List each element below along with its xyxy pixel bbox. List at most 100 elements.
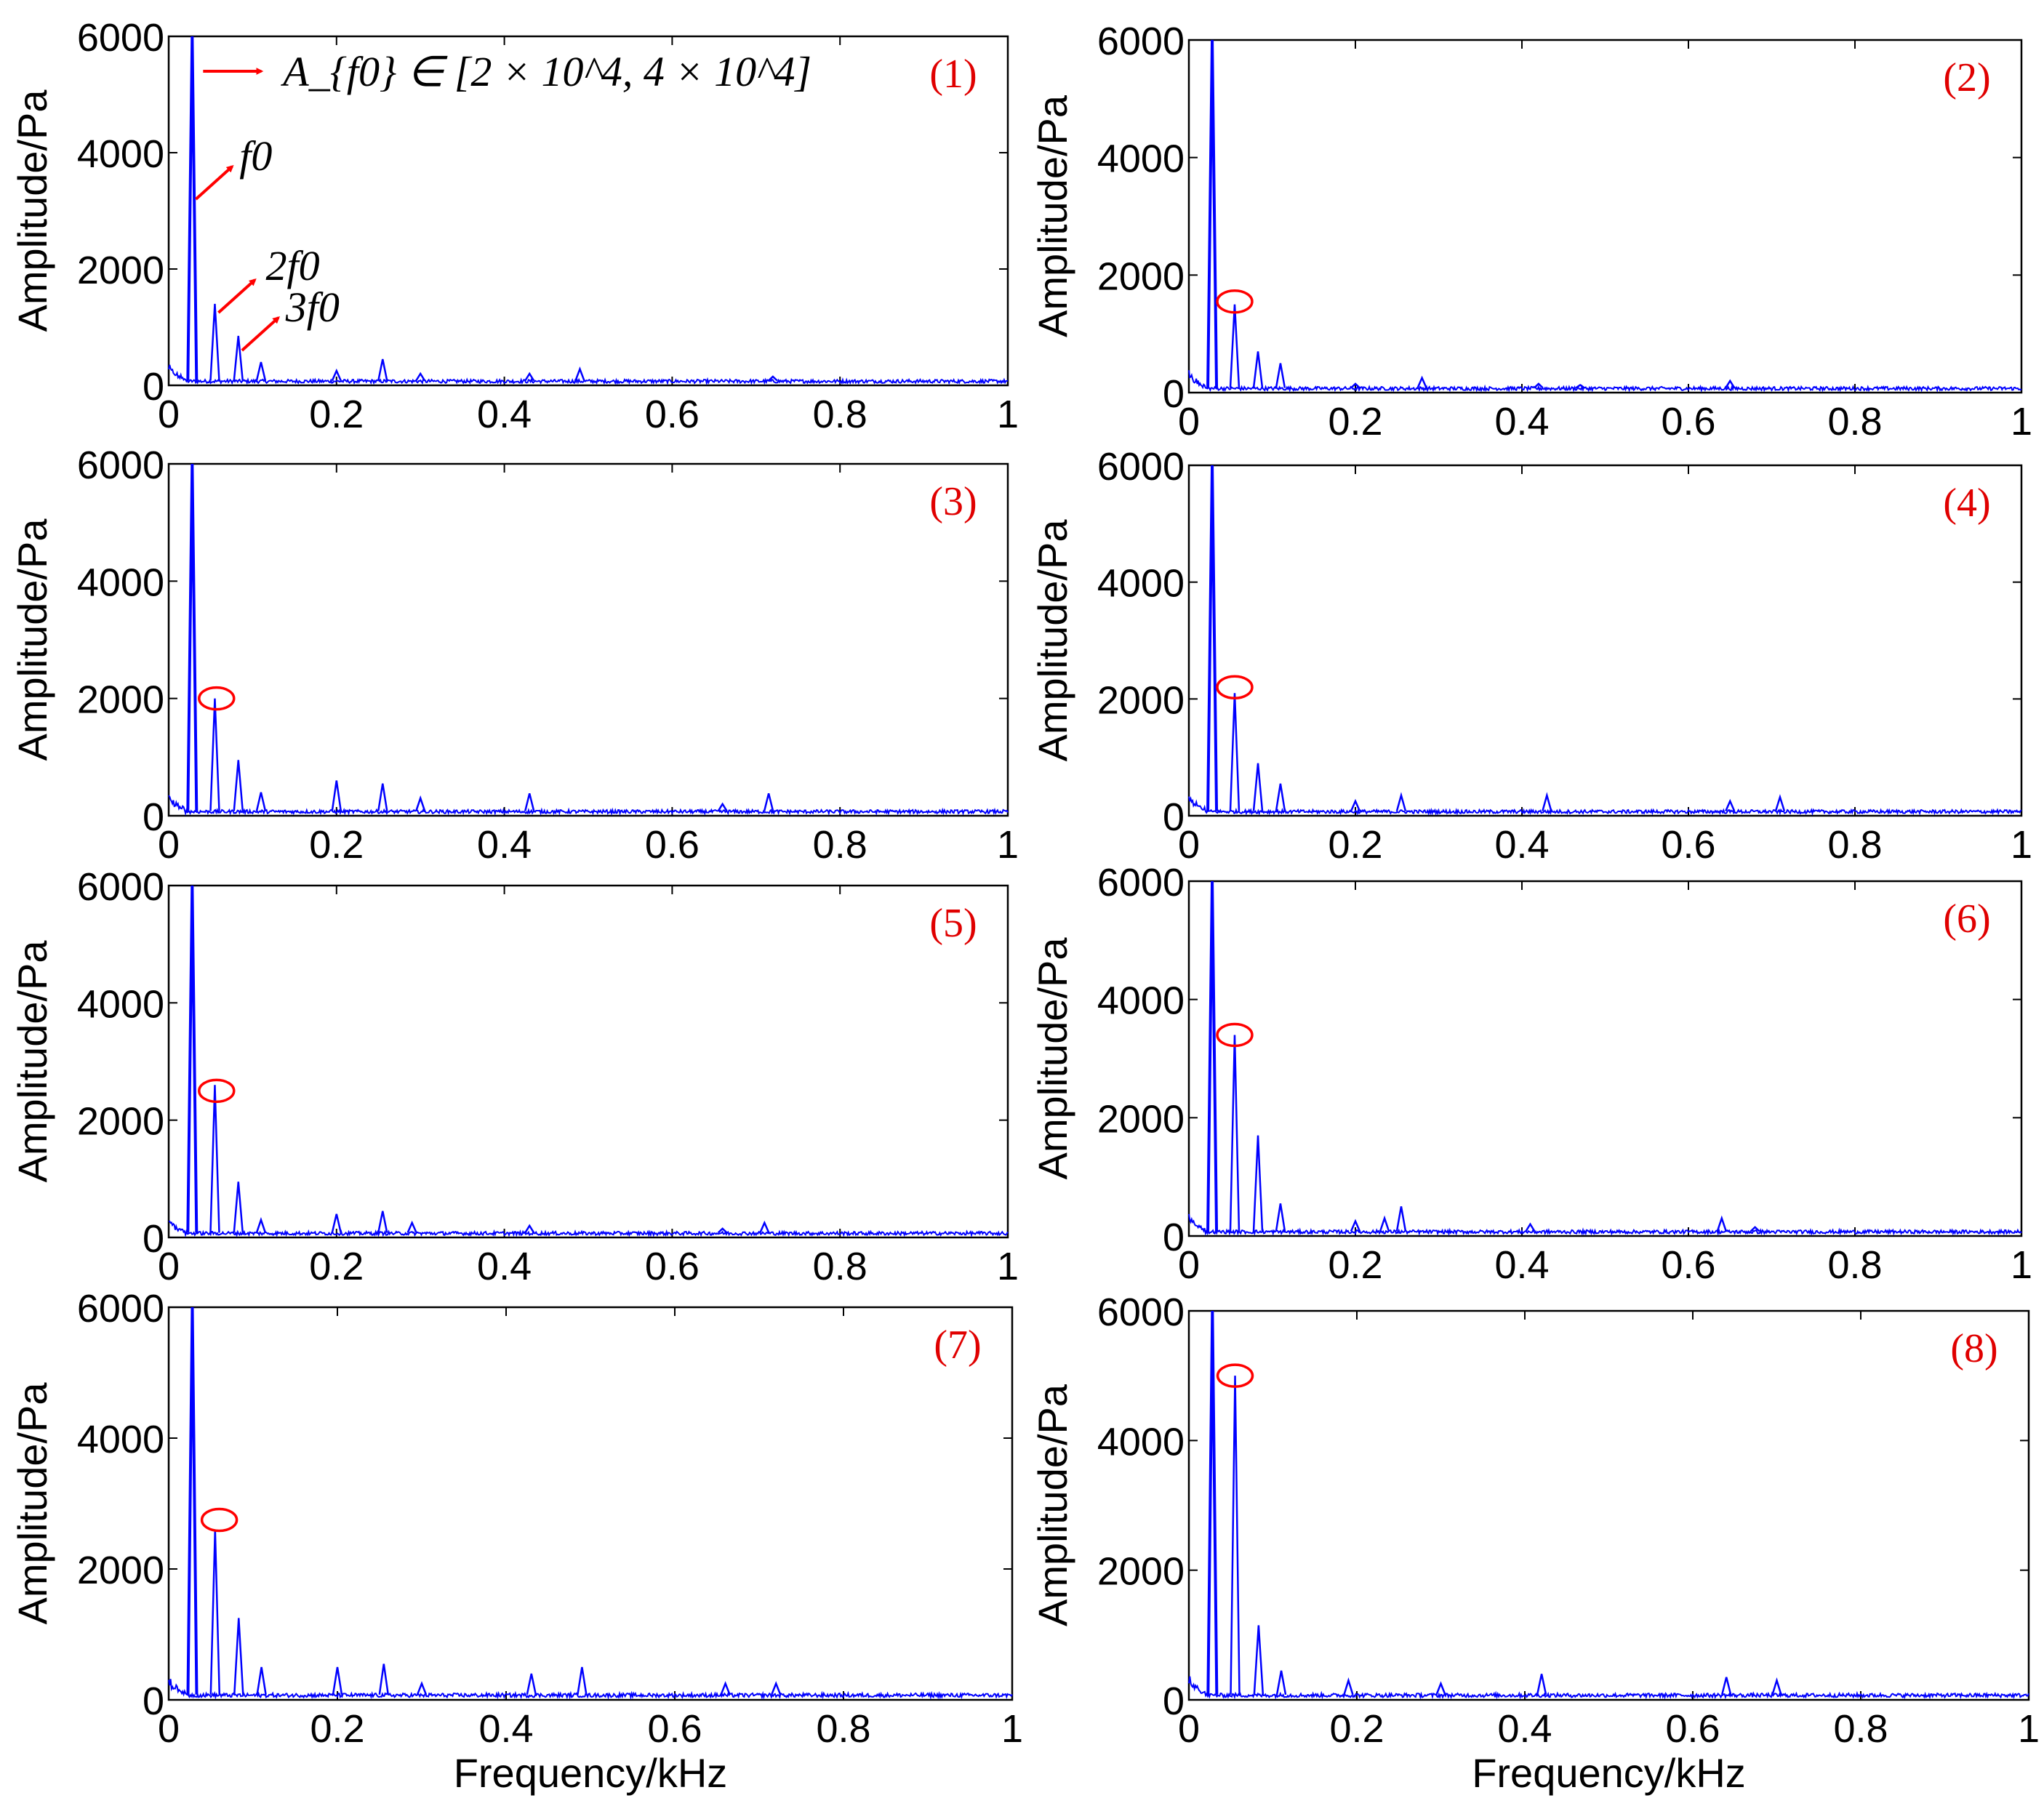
- y-tick-label: 6000: [77, 16, 164, 60]
- spectrum-peak: [415, 372, 426, 382]
- spectrum-peak: [1230, 1376, 1241, 1695]
- spectrum-peak: [1525, 1222, 1536, 1232]
- annotation-amplitude-range: A_{f0} ∈ [2 × 10^4, 4 × 10^4]: [280, 48, 811, 95]
- spectrum-peak: [186, 1307, 199, 1695]
- x-tick-label: 0.8: [1827, 400, 1882, 444]
- y-tick-label: 4000: [77, 132, 164, 176]
- spectrum-peak: [1229, 304, 1241, 388]
- spectrum-peak: [1275, 363, 1286, 388]
- y-tick-label: 4000: [77, 561, 164, 604]
- spectrum-peak: [209, 1529, 221, 1695]
- spectrum-peak: [1350, 798, 1361, 812]
- y-tick-label: 4000: [1097, 562, 1185, 606]
- spectrum-peak: [1275, 1670, 1287, 1695]
- spectrum-peak: [1542, 792, 1552, 811]
- annotation-arrow: [241, 316, 281, 352]
- x-tick-label: 1: [1001, 1707, 1023, 1751]
- spectrum-peak: [1395, 1206, 1407, 1232]
- spectrum-noise-floor: [1188, 370, 2022, 393]
- highlight-circle: [1216, 675, 1254, 700]
- y-tick-label: 6000: [1097, 861, 1185, 904]
- spectrum-peak: [233, 335, 244, 381]
- y-tick-label: 4000: [1097, 137, 1185, 181]
- y-tick-label: 6000: [77, 444, 164, 487]
- spectrum-peak: [1534, 382, 1544, 389]
- x-tick-label: 0.2: [309, 823, 364, 867]
- spectrum-peak: [524, 793, 535, 811]
- annotation-arrow: [194, 164, 234, 201]
- spectrum-peak: [1395, 792, 1407, 811]
- x-tick-label: 0: [1178, 1707, 1200, 1751]
- x-tick-label: 0.4: [1494, 1243, 1549, 1287]
- spectrum-peak: [759, 1220, 770, 1234]
- x-tick-label: 0: [158, 1245, 180, 1288]
- panel-4: 0 0.2 0.4 0.6 0.8 1 0 2000 4000 6000 Amplitude/Pa (…: [1030, 445, 2032, 867]
- spectrum-peak: [233, 1618, 244, 1695]
- x-tick-label: 0: [1178, 823, 1200, 867]
- spectrum-noise-floor: [168, 1220, 1009, 1238]
- panel-8: 0 0.2 0.4 0.6 0.8 1 0 2000 4000 6000 Amplitude/Pa F…: [1030, 1291, 2040, 1796]
- x-tick-label: 0.4: [477, 393, 532, 436]
- panel-5: 0 0.2 0.4 0.6 0.8 1 0 2000 4000 6000 Amplitude/Pa (…: [9, 865, 1019, 1288]
- spectrum-noise-floor: [1188, 795, 2022, 816]
- y-tick-label: 4000: [1097, 1420, 1185, 1464]
- x-tick-label: 1: [2018, 1707, 2040, 1751]
- y-tick-label: 2000: [1097, 254, 1185, 298]
- x-tick-label: 0.4: [1494, 400, 1549, 444]
- spectrum-peak: [186, 36, 199, 381]
- spectrum-peak: [1771, 1677, 1782, 1695]
- x-tick-label: 0.8: [1827, 823, 1882, 867]
- highlight-circle: [198, 686, 236, 711]
- panel-label: (2): [1943, 55, 1990, 100]
- y-tick-label: 4000: [77, 982, 164, 1026]
- spectrum-peak: [768, 375, 778, 382]
- plot-frame: [1187, 1309, 2030, 1701]
- spectrum-peak: [255, 1216, 267, 1233]
- y-tick-label: 2000: [1097, 678, 1185, 722]
- spectrum-peak: [1275, 783, 1286, 811]
- spectrum-peak: [415, 795, 426, 811]
- x-tick-label: 0.4: [1497, 1707, 1552, 1751]
- x-tick-label: 0.8: [1833, 1707, 1888, 1751]
- y-tick-label: 6000: [1097, 445, 1185, 489]
- x-tick-label: 0.2: [1328, 823, 1382, 867]
- y-tick-label: 6000: [1097, 1291, 1185, 1334]
- x-tick-label: 0.8: [813, 1245, 867, 1288]
- spectrum-peak: [416, 1681, 428, 1695]
- highlight-circle: [200, 1507, 239, 1533]
- plot-frame: [167, 1306, 1014, 1701]
- spectrum-peak: [1343, 1677, 1354, 1695]
- x-tick-label: 0.8: [816, 1707, 870, 1751]
- spectrum-peak: [717, 802, 728, 812]
- x-tick-label: 1: [997, 823, 1019, 867]
- x-tick-label: 0: [158, 1707, 180, 1751]
- panel-7: 0 0.2 0.4 0.6 0.8 1 0 2000 4000 6000 Amplitude/Pa F…: [9, 1287, 1023, 1796]
- spectrum-peak: [186, 463, 199, 811]
- y-tick-label: 2000: [77, 249, 164, 292]
- y-axis-title: Amplitude/Pa: [9, 1382, 55, 1625]
- y-tick-label: 0: [143, 365, 164, 409]
- annotation-harmonic-label: f0: [239, 132, 272, 180]
- spectrum-peak: [377, 1211, 388, 1233]
- x-tick-label: 0.8: [813, 393, 867, 436]
- spectrum-peak: [331, 368, 342, 382]
- spectrum-peak: [255, 361, 267, 381]
- x-tick-label: 1: [2011, 1243, 2032, 1287]
- x-tick-label: 0.2: [1328, 400, 1382, 444]
- panel-label: (8): [1950, 1326, 1997, 1371]
- spectrum-peak: [1774, 794, 1786, 811]
- x-tick-label: 0.2: [309, 393, 364, 436]
- spectrum-peak: [1725, 379, 1736, 389]
- panel-label: (3): [929, 479, 977, 524]
- spectrum-peak: [1435, 1681, 1446, 1695]
- x-tick-label: 0.4: [477, 823, 532, 867]
- y-tick-label: 6000: [77, 1287, 164, 1331]
- plot-frame: [167, 35, 1009, 387]
- x-tick-label: 0.8: [1827, 1243, 1882, 1287]
- panel-label: (1): [929, 52, 977, 97]
- spectrum-peak: [771, 1681, 782, 1695]
- panel-label: (4): [1943, 481, 1990, 526]
- x-tick-label: 0.6: [1661, 823, 1715, 867]
- highlight-circle: [1216, 1022, 1254, 1048]
